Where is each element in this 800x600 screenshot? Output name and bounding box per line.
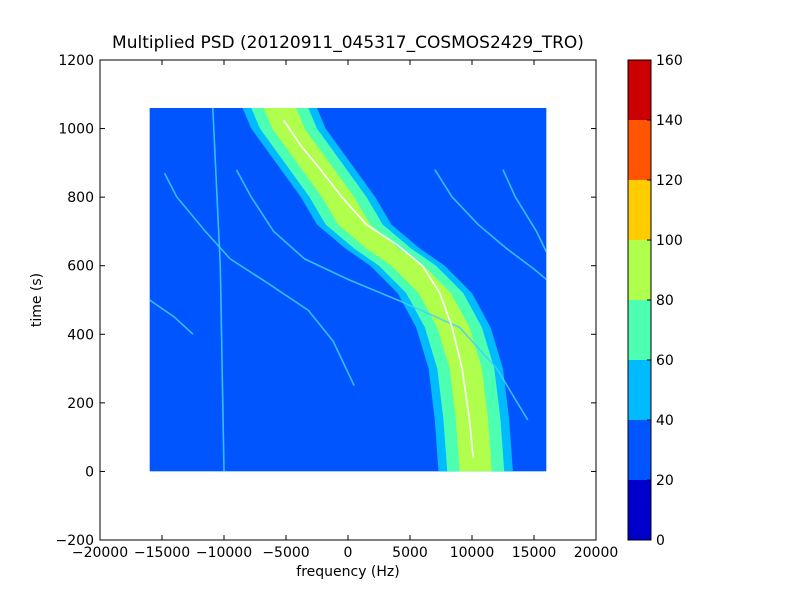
band-level-80 (263, 108, 492, 472)
y-tick-label: 400 (67, 327, 94, 343)
y-tick-label: 1200 (58, 53, 94, 69)
x-tick-label: −5000 (262, 545, 309, 561)
y-tick-label: 0 (85, 464, 94, 480)
y-tick-label: 800 (67, 190, 94, 206)
y-axis-ticks: −200 0 200 400 600 800 1000 1200 (56, 53, 596, 549)
y-tick-label: 1000 (58, 122, 94, 138)
x-axis-label: frequency (Hz) (296, 564, 399, 580)
colorbar-tick-label: 0 (656, 533, 665, 549)
colorbar: 0 20 40 60 80 100 120 140 160 (627, 53, 683, 549)
colorbar-segment (628, 420, 651, 480)
colorbar-segment (628, 60, 651, 120)
white-fit-line (282, 119, 474, 458)
chart-title: Multiplied PSD (20120911_045317_COSMOS24… (112, 33, 584, 53)
x-tick-label: 15000 (512, 545, 557, 561)
colorbar-tick-label: 120 (656, 173, 683, 189)
band-level-60 (251, 108, 505, 472)
x-tick-label: −10000 (196, 545, 252, 561)
colorbar-segment (628, 360, 651, 420)
colorbar-tick-label: 100 (656, 233, 683, 249)
x-tick-label: −20000 (72, 545, 128, 561)
faint-trace-5 (212, 108, 225, 472)
heatmap-image (149, 108, 547, 472)
y-axis-label: time (s) (29, 273, 45, 327)
y-tick-label: 200 (67, 396, 94, 412)
colorbar-tick-label: 80 (656, 293, 674, 309)
x-axis-ticks: −20000 −15000 −10000 −5000 0 5000 10000 15000 20… (72, 60, 618, 561)
faint-trace-2 (434, 169, 547, 281)
x-tick-label: 10000 (450, 545, 495, 561)
y-tick-label: 600 (67, 259, 94, 275)
colorbar-tick-label: 20 (656, 473, 674, 489)
x-tick-label: 0 (344, 545, 353, 561)
x-tick-label: −15000 (134, 545, 190, 561)
colorbar-segment (628, 120, 651, 180)
faint-trace-4 (149, 299, 194, 335)
faint-trace-0 (163, 172, 355, 387)
x-tick-label: 20000 (574, 545, 619, 561)
colorbar-tick-label: 40 (656, 413, 674, 429)
colorbar-tick-label: 60 (656, 353, 674, 369)
colorbar-tick-label: 160 (656, 53, 683, 69)
colorbar-segment (628, 300, 651, 360)
colorbar-segment (628, 240, 651, 300)
faint-trace-1 (235, 169, 529, 421)
signal-traces (149, 108, 547, 472)
colorbar-segment (628, 180, 651, 240)
colorbar-segment (628, 480, 651, 540)
y-tick-label: −200 (56, 533, 94, 549)
colorbar-tick-label: 140 (656, 113, 683, 129)
faint-trace-3 (502, 169, 547, 253)
x-tick-label: 5000 (392, 545, 428, 561)
